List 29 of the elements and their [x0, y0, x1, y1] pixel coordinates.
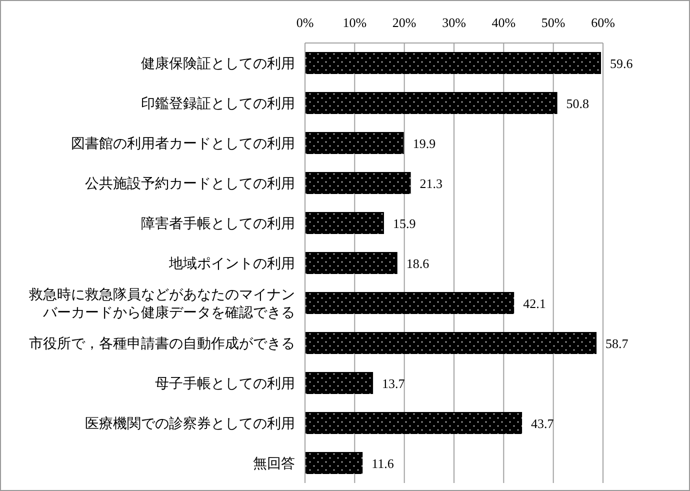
y-tick-label: 無回答: [253, 456, 295, 472]
y-tick-label: 地域ポイントの利用: [168, 256, 295, 272]
y-tick-label: 障害者手帳としての利用: [141, 216, 295, 232]
y-tick-label: 公共施設予約カードとしての利用: [85, 176, 295, 192]
data-label: 11.6: [372, 456, 394, 471]
y-tick-label: 印鑑登録証としての利用: [141, 96, 295, 112]
data-label: 19.9: [412, 136, 436, 151]
data-label: 43.7: [531, 416, 554, 431]
data-label: 50.8: [566, 96, 590, 111]
x-tick-label: 40%: [492, 15, 516, 30]
y-tick-label: 救急時に救急隊員などがあなたのマイナンバーカードから健康データを確認できる: [28, 287, 295, 321]
x-tick-label: 30%: [442, 15, 466, 30]
x-tick-label: 20%: [392, 15, 416, 30]
y-tick-label: 健康保険証としての利用: [141, 56, 295, 72]
y-tick-label: 市役所で，各種申請書の自動作成ができる: [29, 336, 295, 352]
x-tick-label: 0%: [296, 15, 314, 30]
y-tick-label: 図書館の利用者カードとしての利用: [71, 136, 295, 152]
data-label: 58.7: [606, 336, 629, 351]
x-tick-label: 50%: [541, 15, 566, 30]
data-label: 59.6: [610, 56, 634, 71]
y-tick-label: 医療機関での診察券としての利用: [85, 416, 295, 432]
y-tick-label: 母子手帳としての利用: [155, 376, 295, 392]
data-label: 13.7: [382, 376, 406, 391]
data-label: 21.3: [420, 176, 443, 191]
data-label: 18.6: [406, 256, 430, 271]
data-label: 42.1: [523, 296, 546, 311]
x-tick-label: 10%: [342, 15, 367, 30]
x-tick-label: 60%: [591, 15, 616, 30]
data-label: 15.9: [392, 216, 416, 231]
